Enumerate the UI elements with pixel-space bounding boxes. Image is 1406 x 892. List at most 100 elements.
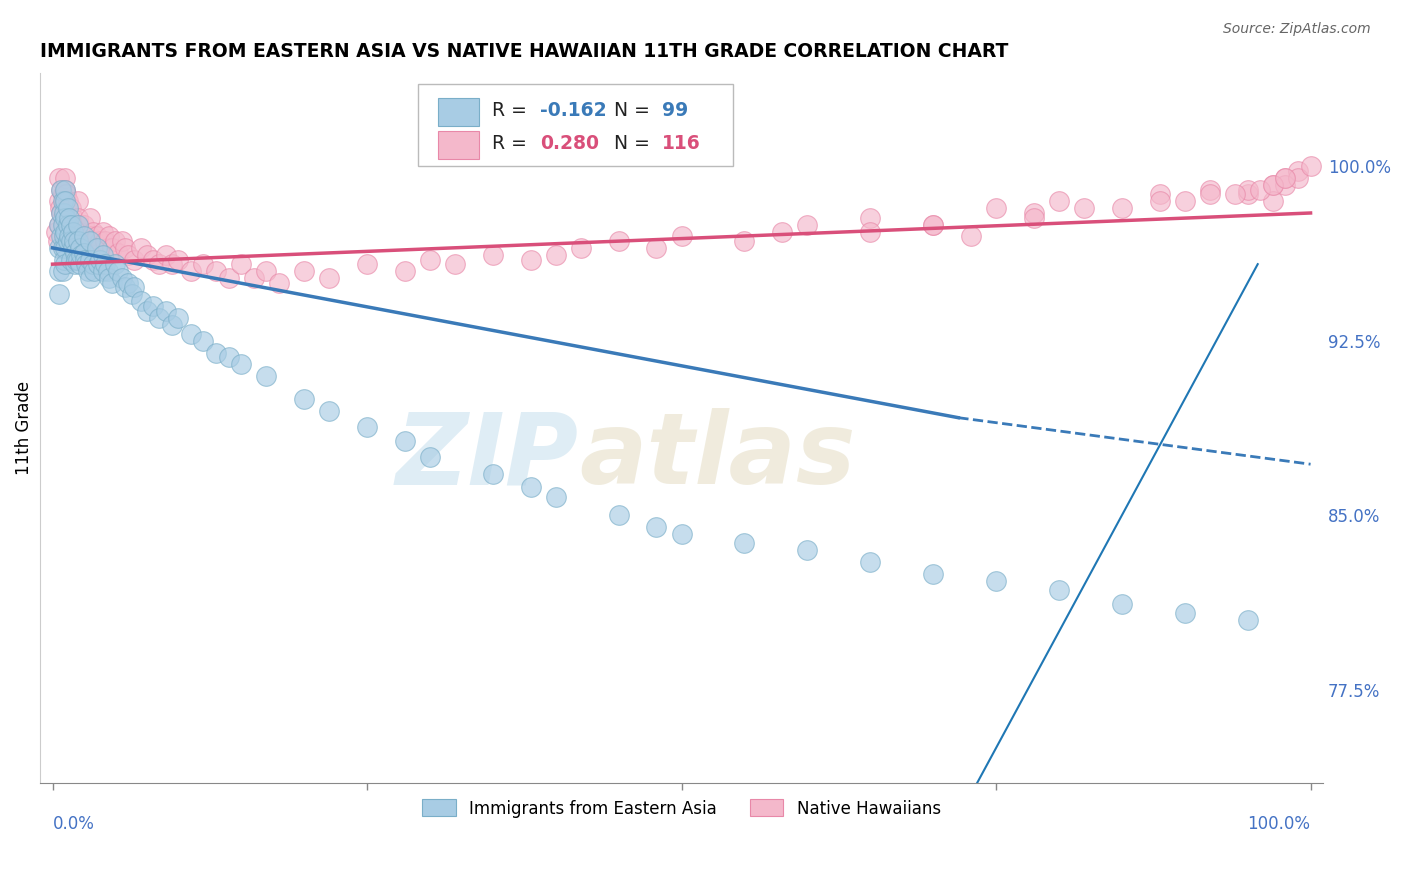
Point xyxy=(82,257,104,271)
Point xyxy=(231,257,253,271)
Point xyxy=(63,218,86,232)
Point xyxy=(444,257,467,271)
Point xyxy=(48,194,70,209)
Point xyxy=(83,234,105,248)
Point xyxy=(859,225,882,239)
Point xyxy=(205,264,228,278)
Point xyxy=(66,252,89,267)
Point xyxy=(69,225,91,239)
Point xyxy=(1111,202,1133,216)
Point xyxy=(76,234,98,248)
Point xyxy=(63,245,86,260)
Point xyxy=(796,543,818,558)
Point xyxy=(73,245,96,260)
Point xyxy=(52,229,75,244)
Point xyxy=(770,225,793,239)
Point xyxy=(76,257,98,271)
Point xyxy=(1199,187,1222,202)
Point xyxy=(482,248,505,262)
Text: R =: R = xyxy=(492,101,533,120)
Point xyxy=(104,257,127,271)
Point xyxy=(67,218,90,232)
Point xyxy=(193,334,215,348)
Point xyxy=(167,310,190,325)
Point xyxy=(292,392,315,406)
Point xyxy=(1274,178,1296,192)
Point xyxy=(1022,206,1045,220)
Point xyxy=(1174,194,1197,209)
Point xyxy=(46,234,69,248)
Point xyxy=(97,264,120,278)
Text: N =: N = xyxy=(613,134,655,153)
Point xyxy=(79,234,101,248)
Point xyxy=(231,357,253,371)
Point xyxy=(91,248,114,262)
Point xyxy=(48,241,70,255)
Point xyxy=(107,245,129,260)
Point xyxy=(569,241,592,255)
Point xyxy=(1223,187,1246,202)
Point xyxy=(160,257,183,271)
Point xyxy=(645,520,668,534)
Point xyxy=(1249,183,1271,197)
Point xyxy=(58,229,80,244)
Point xyxy=(922,218,945,232)
Point xyxy=(72,229,94,244)
Point xyxy=(1236,183,1258,197)
Point xyxy=(69,241,91,255)
Point xyxy=(111,271,134,285)
Point xyxy=(148,257,170,271)
Point xyxy=(544,248,567,262)
Point xyxy=(218,350,240,364)
Point xyxy=(1261,178,1284,192)
Point xyxy=(63,257,86,271)
Point xyxy=(53,229,76,244)
Point xyxy=(63,225,86,239)
Point xyxy=(148,310,170,325)
Point xyxy=(70,234,93,248)
Point xyxy=(155,248,177,262)
Point xyxy=(1149,194,1171,209)
Point xyxy=(267,276,290,290)
Point xyxy=(254,368,277,383)
Point xyxy=(91,264,114,278)
Point xyxy=(83,264,105,278)
Point xyxy=(922,566,945,581)
Point xyxy=(52,252,75,267)
Y-axis label: 11th Grade: 11th Grade xyxy=(15,381,32,475)
Point xyxy=(48,171,70,186)
Point xyxy=(607,508,630,523)
Point xyxy=(62,225,84,239)
Point xyxy=(53,194,76,209)
Point xyxy=(160,318,183,332)
Text: atlas: atlas xyxy=(579,408,855,505)
Point xyxy=(394,434,416,448)
Point xyxy=(53,194,76,209)
Point xyxy=(48,218,70,232)
Point xyxy=(100,241,122,255)
Point xyxy=(1199,183,1222,197)
Point xyxy=(60,218,83,232)
Point xyxy=(117,248,139,262)
Point xyxy=(129,294,152,309)
Point xyxy=(135,248,157,262)
Point xyxy=(394,264,416,278)
Point xyxy=(52,264,75,278)
Point xyxy=(356,257,378,271)
Text: Source: ZipAtlas.com: Source: ZipAtlas.com xyxy=(1223,22,1371,37)
Point xyxy=(1073,202,1095,216)
Point xyxy=(318,271,340,285)
Point xyxy=(671,527,693,541)
FancyBboxPatch shape xyxy=(437,97,479,126)
Point xyxy=(544,490,567,504)
Point xyxy=(52,194,75,209)
Point xyxy=(56,211,79,225)
Point xyxy=(62,211,84,225)
Text: 0.0%: 0.0% xyxy=(52,815,94,833)
Point xyxy=(645,241,668,255)
Text: N =: N = xyxy=(613,101,655,120)
Point xyxy=(87,257,110,271)
Point xyxy=(135,303,157,318)
Point xyxy=(89,234,111,248)
Point xyxy=(104,234,127,248)
